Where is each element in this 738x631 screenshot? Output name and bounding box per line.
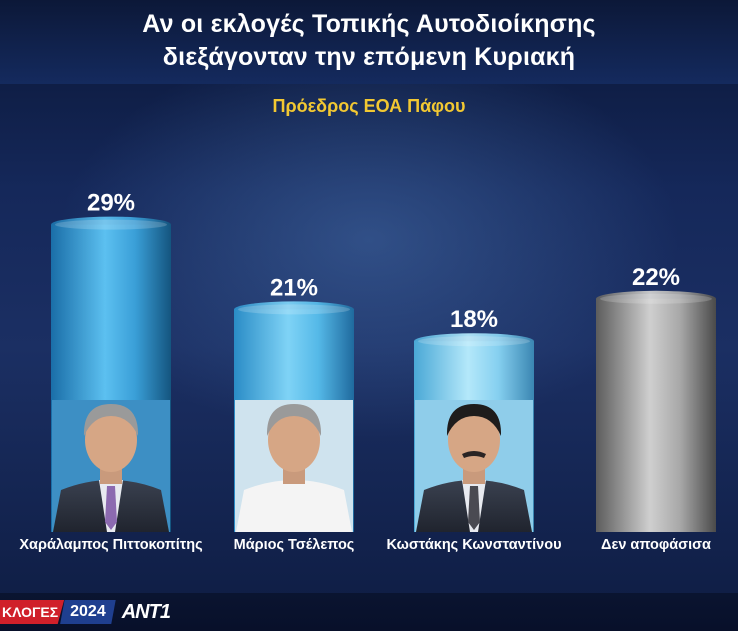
category-label-4: Δεν αποφάσισα <box>601 537 711 553</box>
chart-title: Αν οι εκλογές Τοπικής Αυτοδιοίκησης διεξ… <box>0 8 738 74</box>
bar-cap-highlight-4 <box>600 293 712 304</box>
title-line-1: Αν οι εκλογές Τοπικής Αυτοδιοίκησης <box>142 10 596 38</box>
value-label-4: 22% <box>632 264 680 291</box>
chart-subtitle: Πρόεδρος ΕΟΑ Πάφου <box>272 96 466 116</box>
header-band <box>0 0 738 84</box>
bar-cap-3 <box>414 333 534 350</box>
bar-group-2: 21% <box>234 274 354 532</box>
value-label-2: 21% <box>270 274 318 301</box>
candidate-photo-1 <box>52 400 170 532</box>
bar-group-1: 29% <box>51 190 171 532</box>
bar-4 <box>596 298 716 532</box>
elections-badge: ΚΛΟΓΕΣ 2024 ANT1 <box>0 600 190 624</box>
bar-cap-4 <box>596 290 716 307</box>
bar-group-3: 18% <box>414 306 534 532</box>
elections-year: 2024 <box>60 600 116 624</box>
candidate-photo-3 <box>415 400 533 532</box>
category-label-2: Μάριος Τσέλεπος <box>233 537 355 553</box>
category-label-1: Χαράλαμπος Πιττοκοπίτης <box>19 537 203 553</box>
category-label-3: Κωστάκης Κωνσταντίνου <box>386 537 562 553</box>
bar-cap-highlight-2 <box>238 304 350 315</box>
channel-logo: ANT1 <box>121 600 171 623</box>
bar-group-4: 22% <box>596 264 716 532</box>
title-line-2: διεξάγονταν την επόμενη Κυριακή <box>162 43 576 71</box>
elections-tag: ΚΛΟΓΕΣ <box>0 600 65 624</box>
bar-cap-highlight-3 <box>418 336 530 347</box>
bar-cap-1 <box>51 216 171 233</box>
value-label-3: 18% <box>450 306 498 333</box>
bar-cap-highlight-1 <box>55 219 167 230</box>
value-label-1: 29% <box>87 190 135 217</box>
footer-bar: ΚΛΟΓΕΣ 2024 ANT1 <box>0 593 738 631</box>
bars-layer: 29% 21% 18% 22% <box>51 190 716 532</box>
bar-cap-2 <box>234 301 354 318</box>
candidate-photo-2 <box>235 400 353 532</box>
